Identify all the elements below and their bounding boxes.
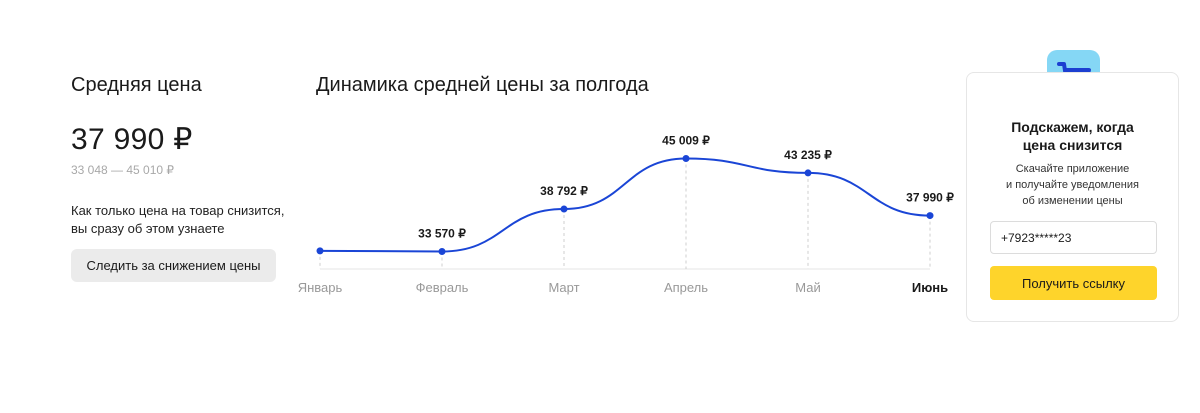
x-tick-label: Май: [795, 280, 820, 295]
get-link-button[interactable]: Получить ссылку: [990, 266, 1157, 300]
phone-input[interactable]: [990, 221, 1157, 254]
data-point: [316, 247, 324, 255]
data-label: 43 235 ₽: [784, 148, 832, 162]
promo-text-line: об изменении цены: [1022, 195, 1123, 207]
promo-text: Скачайте приложение и получайте уведомле…: [967, 161, 1178, 209]
data-label: 45 009 ₽: [662, 134, 710, 148]
data-point: [560, 205, 568, 213]
promo-title: Подскажем, когда цена снизится: [967, 118, 1178, 154]
x-tick-label: Февраль: [416, 280, 469, 295]
notice-line: вы сразу об этом узнаете: [71, 221, 225, 236]
average-price-value: 37 990 ₽: [71, 123, 193, 156]
data-label: 37 990 ₽: [906, 191, 954, 205]
promo-title-line: Подскажем, когда: [1011, 119, 1134, 135]
average-price-title: Средняя цена: [71, 74, 202, 96]
promo-text-line: Скачайте приложение: [1015, 163, 1130, 175]
price-range: 33 048 — 45 010 ₽: [71, 163, 175, 177]
track-price-drop-button[interactable]: Следить за снижением цены: [71, 249, 276, 282]
x-tick-label: Июнь: [912, 280, 948, 295]
data-label: 33 570 ₽: [418, 227, 466, 241]
data-label: 38 792 ₽: [540, 184, 588, 198]
data-point: [682, 155, 690, 162]
x-tick-label: Март: [548, 280, 579, 295]
series-line: [319, 157, 931, 253]
x-tick-label: Январь: [298, 280, 343, 295]
app-promo-card: Подскажем, когда цена снизится Скачайте …: [966, 72, 1179, 322]
price-drop-notice: Как только цена на товар снизится, вы ср…: [71, 202, 284, 238]
data-point: [438, 248, 446, 255]
price-dynamics-title: Динамика средней цены за полгода: [316, 74, 649, 96]
x-tick-label: Апрель: [664, 280, 708, 295]
promo-title-line: цена снизится: [1022, 137, 1123, 153]
notice-line: Как только цена на товар снизится,: [71, 203, 285, 218]
data-point: [804, 169, 812, 177]
promo-text-line: и получайте уведомления: [1006, 179, 1139, 191]
data-point: [926, 212, 934, 220]
